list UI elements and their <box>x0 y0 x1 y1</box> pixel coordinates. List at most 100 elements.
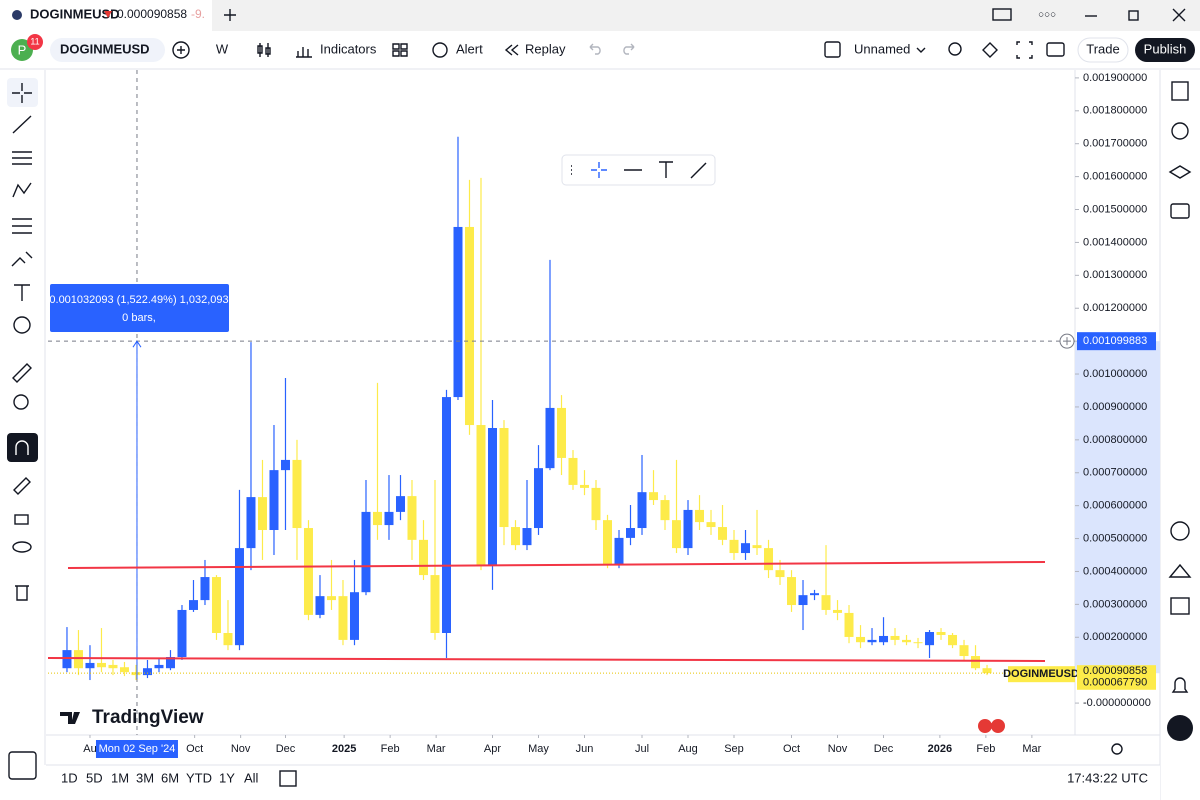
crosshair-date-box <box>95 740 178 758</box>
line-tool[interactable] <box>690 162 707 179</box>
range-button[interactable]: 1D <box>61 770 78 785</box>
indicators[interactable]: Indicators <box>320 41 377 56</box>
candle-body <box>971 656 981 669</box>
ideas[interactable] <box>1170 521 1190 541</box>
symbol-search[interactable] <box>50 38 165 62</box>
chart-type[interactable] <box>257 43 271 57</box>
x-tick-label: 2025 <box>332 743 356 755</box>
snapshot[interactable] <box>1046 42 1065 57</box>
toolbar-symbol: DOGINMEUSD <box>60 41 150 56</box>
layout-box[interactable] <box>824 41 841 58</box>
symbol-label: DOGINMEUSD <box>1003 668 1079 680</box>
candle-body <box>695 509 705 523</box>
text-tool[interactable] <box>14 284 30 301</box>
replay[interactable]: Replay <box>525 41 566 56</box>
cross-tool[interactable] <box>12 83 32 103</box>
ruler-tool[interactable] <box>12 363 32 383</box>
new-tab[interactable] <box>224 9 236 21</box>
cross-tool[interactable] <box>591 162 607 178</box>
compare[interactable] <box>172 41 190 59</box>
candle-body <box>303 528 313 615</box>
favorites[interactable] <box>8 751 37 780</box>
support-line[interactable] <box>67 561 1046 569</box>
candle-body <box>672 520 682 549</box>
candle-body <box>73 650 83 669</box>
pattern-tool[interactable] <box>12 182 32 198</box>
axis-settings[interactable] <box>1111 743 1123 755</box>
alert[interactable]: Alert <box>456 41 483 56</box>
undo[interactable] <box>589 43 601 55</box>
candle-body <box>119 667 129 673</box>
watchlist[interactable] <box>1171 81 1189 101</box>
range-button[interactable]: YTD <box>186 770 212 785</box>
layers[interactable] <box>1168 165 1192 179</box>
magnet-tool[interactable] <box>7 433 38 462</box>
quick-search[interactable] <box>948 42 962 56</box>
range-button[interactable]: 5D <box>86 770 103 785</box>
publish-button[interactable] <box>1135 38 1195 62</box>
templates[interactable] <box>392 43 408 57</box>
trendline-tool[interactable] <box>12 115 32 134</box>
range-button[interactable]: 3M <box>136 770 154 785</box>
drag-handle[interactable] <box>571 165 572 175</box>
candle-body <box>580 484 590 488</box>
redo[interactable] <box>623 43 635 55</box>
chats[interactable] <box>1170 203 1190 219</box>
candle-body <box>441 397 451 633</box>
close[interactable] <box>1172 8 1186 22</box>
range-button[interactable]: All <box>244 770 259 785</box>
range-button[interactable]: 1M <box>111 770 129 785</box>
notifications[interactable] <box>1171 677 1189 693</box>
candle-body <box>223 632 233 646</box>
y-tick-label: -0.000000000 <box>1083 697 1151 709</box>
support-line[interactable] <box>47 657 1046 662</box>
candle-body <box>315 596 325 615</box>
flags <box>978 719 1005 733</box>
icon-tool[interactable] <box>13 316 31 334</box>
tab[interactable] <box>0 0 212 31</box>
hide-tool[interactable] <box>12 541 32 553</box>
candle-body <box>361 511 371 593</box>
x-tick-label: Mar <box>1022 743 1041 755</box>
goto-date[interactable] <box>279 770 297 787</box>
tab-price: 0.000090858 <box>117 7 187 21</box>
candle-body <box>499 428 509 528</box>
forecast-tool[interactable] <box>12 218 32 234</box>
x-tick-label: Aug <box>678 743 698 755</box>
range-button[interactable]: 6M <box>161 770 179 785</box>
replay-icon <box>504 44 519 56</box>
candle-body <box>108 664 118 669</box>
remove-tool[interactable] <box>15 585 29 601</box>
clock: 17:43:22 UTC <box>1067 770 1148 785</box>
candle-body <box>626 528 636 538</box>
layout-menu[interactable] <box>916 47 926 53</box>
chart-pane[interactable] <box>46 70 1075 735</box>
candle-body <box>211 577 221 633</box>
lock-tool[interactable] <box>14 514 29 525</box>
candle-body <box>787 577 797 606</box>
text-tool[interactable] <box>659 161 673 178</box>
alerts[interactable] <box>1171 122 1189 140</box>
range-button[interactable]: 1Y <box>219 770 235 785</box>
layout-icon[interactable] <box>992 8 1012 21</box>
candle-body <box>522 528 532 546</box>
interval[interactable]: W <box>216 41 229 56</box>
fib-tool[interactable] <box>12 151 32 165</box>
maximize[interactable] <box>1128 10 1139 21</box>
trade-button[interactable] <box>1077 37 1129 63</box>
streams[interactable] <box>1168 563 1192 578</box>
settings[interactable] <box>982 42 998 58</box>
chart: 0.001900000 0.001800000 0.001700000 0.00160… <box>48 70 1160 758</box>
zoom-tool[interactable] <box>13 394 29 410</box>
x-tick-label: 2026 <box>928 743 952 755</box>
apps[interactable] <box>1167 715 1193 741</box>
brush-tool[interactable] <box>11 251 33 267</box>
calendar[interactable] <box>1170 597 1190 615</box>
fullscreen[interactable] <box>1016 41 1033 59</box>
draw-mode[interactable] <box>13 477 31 495</box>
candle-body <box>810 593 820 596</box>
more-dots[interactable]: ○○○ <box>1038 10 1056 21</box>
layout-name[interactable]: Unnamed <box>854 41 910 56</box>
y-tick-label: 0.001600000 <box>1083 171 1147 183</box>
x-tick-label: Mar <box>427 743 446 755</box>
